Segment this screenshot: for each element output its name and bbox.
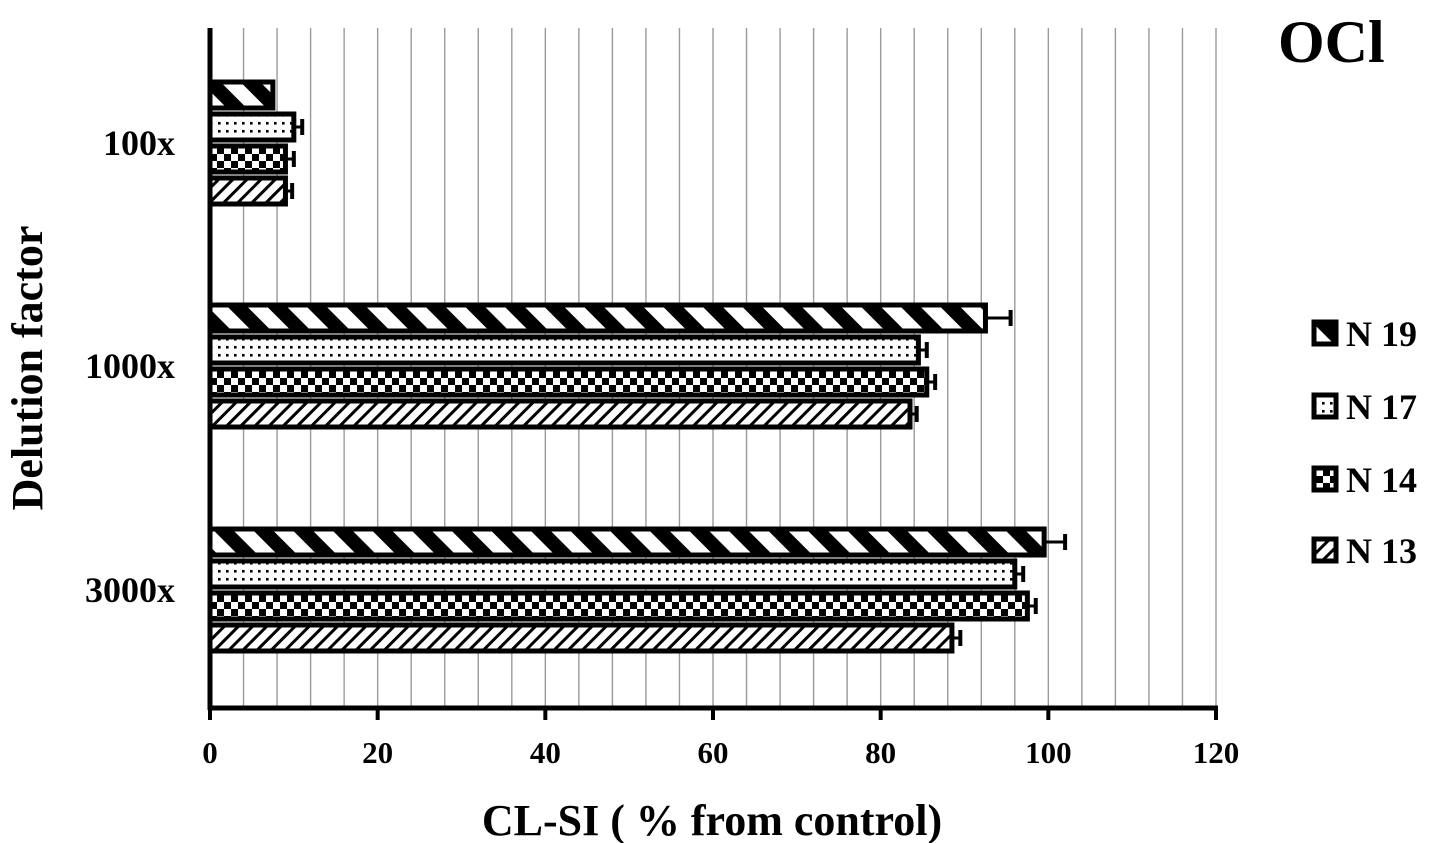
axes: 100x 1000x 3000x 0 20 40 60 80 100 120 — [85, 28, 1239, 770]
bar-n14-100x — [207, 143, 288, 175]
x-tick-label: 80 — [865, 735, 896, 770]
legend: N 19 N 17 N 14 N 13 — [1311, 314, 1417, 571]
bar-n17-3000x — [207, 558, 1018, 590]
bar-n19-100x — [207, 79, 276, 111]
legend-swatch — [1311, 319, 1339, 347]
bar-n14-1000x — [207, 366, 930, 398]
y-tick-label: 3000x — [85, 570, 175, 610]
bar-n13-1000x — [207, 398, 913, 430]
bar-n19-1000x — [207, 302, 988, 334]
y-tick-label: 100x — [103, 123, 175, 163]
bar-n17-1000x — [207, 334, 921, 366]
legend-swatch — [1311, 392, 1339, 420]
x-tick-label: 40 — [530, 735, 561, 770]
x-tick-label: 100 — [1025, 735, 1072, 770]
bar-n17-100x — [207, 111, 297, 143]
bar-n19-3000x — [207, 526, 1047, 558]
bar-n13-100x — [207, 175, 288, 207]
chart-title-overline: ¯ — [1399, 0, 1431, 43]
x-axis-title: CL-SI ( % from control) — [482, 796, 942, 843]
x-tick-label: 120 — [1193, 735, 1240, 770]
bars — [207, 79, 1068, 654]
y-axis-title: Delution factor — [3, 226, 52, 511]
x-tick-label: 60 — [698, 735, 729, 770]
legend-swatch — [1311, 465, 1339, 493]
legend-label: N 13 — [1346, 531, 1417, 571]
bar-n13-3000x — [207, 622, 955, 654]
legend-label: N 19 — [1346, 314, 1417, 354]
x-tick-label: 0 — [202, 735, 218, 770]
legend-label: N 17 — [1346, 387, 1417, 427]
legend-label: N 14 — [1346, 460, 1417, 500]
legend-swatch — [1311, 536, 1339, 564]
x-tick-label: 20 — [362, 735, 393, 770]
chart-title: OCl — [1278, 9, 1385, 75]
bar-n14-3000x — [207, 590, 1030, 622]
y-tick-label: 1000x — [85, 346, 175, 386]
